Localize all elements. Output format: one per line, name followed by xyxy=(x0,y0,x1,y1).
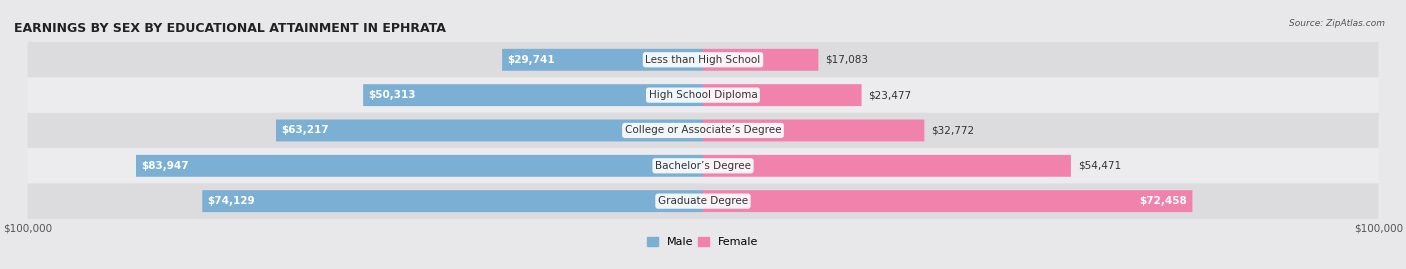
FancyBboxPatch shape xyxy=(703,84,862,106)
Text: Bachelor’s Degree: Bachelor’s Degree xyxy=(655,161,751,171)
Text: EARNINGS BY SEX BY EDUCATIONAL ATTAINMENT IN EPHRATA: EARNINGS BY SEX BY EDUCATIONAL ATTAINMEN… xyxy=(14,22,446,35)
FancyBboxPatch shape xyxy=(202,190,703,212)
FancyBboxPatch shape xyxy=(703,49,818,71)
Text: High School Diploma: High School Diploma xyxy=(648,90,758,100)
FancyBboxPatch shape xyxy=(502,49,703,71)
Text: $23,477: $23,477 xyxy=(869,90,911,100)
Text: $74,129: $74,129 xyxy=(208,196,256,206)
FancyBboxPatch shape xyxy=(276,119,703,141)
FancyBboxPatch shape xyxy=(363,84,703,106)
Text: $50,313: $50,313 xyxy=(368,90,416,100)
FancyBboxPatch shape xyxy=(136,155,703,177)
FancyBboxPatch shape xyxy=(28,77,1378,113)
Text: $72,458: $72,458 xyxy=(1139,196,1187,206)
FancyBboxPatch shape xyxy=(28,183,1378,219)
FancyBboxPatch shape xyxy=(28,148,1378,183)
Text: $29,741: $29,741 xyxy=(508,55,555,65)
FancyBboxPatch shape xyxy=(28,113,1378,148)
Legend: Male, Female: Male, Female xyxy=(647,237,759,247)
FancyBboxPatch shape xyxy=(703,155,1071,177)
Text: $54,471: $54,471 xyxy=(1077,161,1121,171)
Text: $83,947: $83,947 xyxy=(142,161,188,171)
FancyBboxPatch shape xyxy=(28,42,1378,77)
Text: $63,217: $63,217 xyxy=(281,125,329,136)
Text: Graduate Degree: Graduate Degree xyxy=(658,196,748,206)
Text: College or Associate’s Degree: College or Associate’s Degree xyxy=(624,125,782,136)
FancyBboxPatch shape xyxy=(703,190,1192,212)
Text: Source: ZipAtlas.com: Source: ZipAtlas.com xyxy=(1289,19,1385,28)
Text: Less than High School: Less than High School xyxy=(645,55,761,65)
Text: $32,772: $32,772 xyxy=(931,125,974,136)
Text: $17,083: $17,083 xyxy=(825,55,868,65)
FancyBboxPatch shape xyxy=(703,119,924,141)
